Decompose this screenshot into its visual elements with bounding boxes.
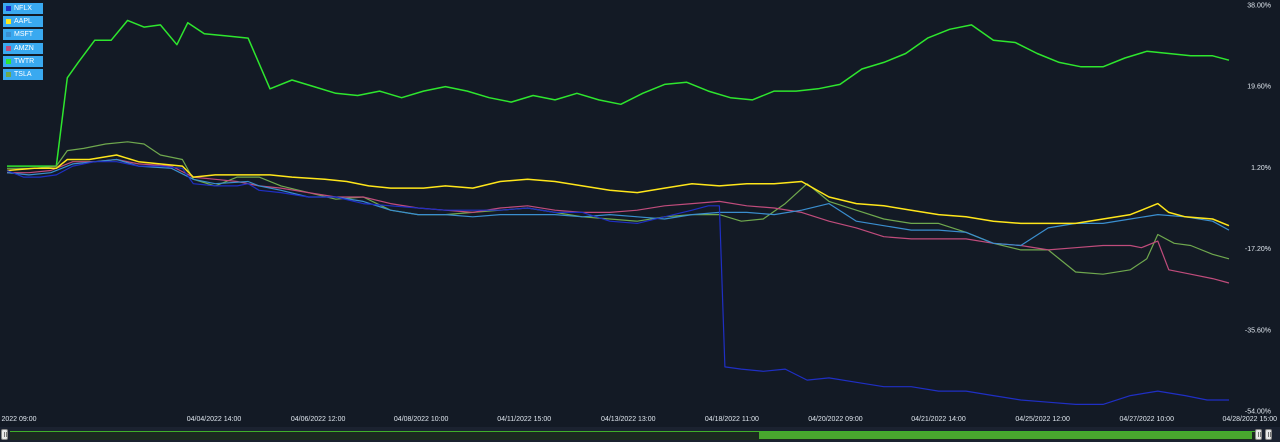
- y-tick-label: -17.20%: [1245, 246, 1271, 253]
- scroll-handle-right-end[interactable]: [1265, 429, 1272, 440]
- legend-label: TSLA: [14, 70, 32, 78]
- legend-swatch: [6, 45, 11, 51]
- x-tick-label: 04/20/2022 09:00: [808, 416, 863, 423]
- x-tick-label: 04/06/2022 12:00: [291, 416, 346, 423]
- y-tick-label: -54.00%: [1245, 409, 1271, 416]
- legend-label: AMZN: [14, 44, 34, 52]
- legend-swatch: [6, 6, 11, 11]
- x-tick-label: 04/21/2022 14:00: [911, 416, 966, 423]
- legend-item-twtr[interactable]: TWTR: [3, 55, 43, 67]
- legend-label: MSFT: [14, 31, 34, 39]
- x-tick-label: 04/25/2022 12:00: [1015, 416, 1070, 423]
- series-line-msft: [6, 158, 1230, 247]
- scroll-thumb[interactable]: [759, 432, 1252, 439]
- y-tick-label: -35.60%: [1245, 327, 1271, 334]
- y-tick-label: 1.20%: [1251, 165, 1271, 172]
- x-tick-label: 04/13/2022 13:00: [601, 416, 656, 423]
- legend: NFLX AAPL MSFT AMZN TWTR TSLA: [3, 3, 43, 82]
- y-tick-label: 19.60%: [1247, 84, 1271, 91]
- scroll-track[interactable]: [10, 431, 1260, 440]
- x-tick-label: 04/08/2022 10:00: [394, 416, 449, 423]
- legend-item-nflx[interactable]: NFLX: [3, 3, 43, 14]
- legend-swatch: [6, 58, 11, 64]
- series-line-tsla: [7, 141, 1230, 275]
- legend-item-amzn[interactable]: AMZN: [3, 42, 43, 54]
- legend-item-aapl[interactable]: AAPL: [3, 16, 43, 28]
- x-tick-label: 04/28/2022 15:00: [1222, 416, 1277, 423]
- time-range-scrollbar[interactable]: [0, 427, 1280, 442]
- legend-label: AAPL: [14, 18, 32, 26]
- legend-item-tsla[interactable]: TSLA: [3, 68, 43, 80]
- legend-swatch: [6, 19, 11, 25]
- legend-label: NFLX: [14, 5, 32, 12]
- x-tick-label: 2022 09:00: [1, 416, 36, 423]
- y-axis: 38.00% 19.60% 1.20% -17.20% -35.60% -54.00%: [1245, 3, 1271, 416]
- scroll-handle-right[interactable]: [1255, 429, 1262, 440]
- legend-item-msft[interactable]: MSFT: [3, 29, 43, 41]
- legend-swatch: [6, 71, 11, 77]
- x-tick-label: 04/11/2022 15:00: [497, 416, 551, 423]
- x-tick-label: 04/27/2022 10:00: [1119, 416, 1174, 423]
- scroll-handle-left[interactable]: [1, 429, 8, 440]
- x-tick-label: 04/04/2022 14:00: [187, 416, 242, 423]
- series-layer: [6, 19, 1230, 405]
- y-tick-label: 38.00%: [1247, 3, 1271, 10]
- legend-swatch: [6, 32, 11, 38]
- x-tick-label: 04/18/2022 11:00: [705, 416, 759, 423]
- legend-label: TWTR: [14, 57, 35, 65]
- series-line-twtr: [7, 19, 1230, 167]
- x-axis: 2022 09:00 04/04/2022 14:00 04/06/2022 12:…: [1, 416, 1277, 423]
- series-line-nflx: [6, 161, 1229, 405]
- series-line-aapl: [6, 154, 1230, 227]
